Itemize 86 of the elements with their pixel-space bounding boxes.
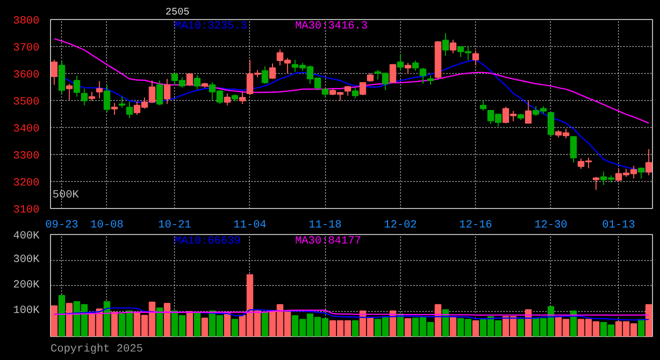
y-tick-label: 400K xyxy=(13,230,40,242)
bar xyxy=(525,309,532,336)
bar xyxy=(201,318,208,336)
bar xyxy=(638,318,645,336)
candlestick xyxy=(450,39,456,54)
bar xyxy=(472,320,479,336)
candlestick xyxy=(645,148,652,176)
candlestick xyxy=(186,72,194,86)
bar xyxy=(645,304,652,336)
y-tick-label: 300K xyxy=(13,254,40,266)
candlestick xyxy=(96,80,103,99)
candlestick xyxy=(50,59,58,86)
bar xyxy=(517,318,524,336)
candlestick xyxy=(81,88,88,106)
bar xyxy=(262,312,268,336)
candlestick xyxy=(66,83,73,100)
candlestick xyxy=(412,60,419,72)
bar xyxy=(186,311,194,336)
candlestick xyxy=(156,80,163,106)
bar xyxy=(50,305,58,336)
candlestick xyxy=(269,63,276,80)
annotation: 500K xyxy=(52,189,80,202)
bar xyxy=(434,304,442,336)
candlestick xyxy=(118,96,126,108)
candlestick xyxy=(427,75,434,86)
y-tick-label: 3800 xyxy=(13,16,40,28)
text: MA10:66639 xyxy=(174,236,241,248)
text: Copyright 2025 xyxy=(50,344,143,356)
x-tick-label: 12-16 xyxy=(459,220,492,232)
candlestick xyxy=(359,82,366,96)
text: MA10:3235.3 xyxy=(174,20,248,32)
candlestick xyxy=(525,100,532,124)
candlestick xyxy=(224,92,231,106)
candlestick xyxy=(570,136,577,164)
bar xyxy=(66,302,73,336)
bar xyxy=(352,320,359,336)
bar xyxy=(156,307,163,336)
line-series xyxy=(54,307,650,321)
bar xyxy=(194,312,201,336)
candlestick xyxy=(442,32,449,56)
y-tick-label: 3400 xyxy=(13,124,40,136)
candlestick xyxy=(111,102,118,116)
candlestick xyxy=(194,74,201,90)
x-tick-label: 10-08 xyxy=(90,220,124,232)
x-tick-label: 11-18 xyxy=(308,220,342,232)
bar xyxy=(104,301,110,336)
candlestick xyxy=(164,78,170,105)
y-tick-label: 200K xyxy=(13,280,40,292)
candlestick xyxy=(472,50,479,66)
y-tick-label: 3300 xyxy=(13,150,40,162)
line-series xyxy=(54,38,650,124)
x-tick-label: 11-04 xyxy=(233,220,267,232)
bar xyxy=(404,318,412,336)
candlestick xyxy=(480,100,487,111)
candlestick xyxy=(262,66,268,84)
y-tick-label: 3700 xyxy=(13,42,40,54)
x-tick-label: 12-30 xyxy=(534,220,568,232)
candlestick xyxy=(390,64,396,84)
y-tick-label: 3500 xyxy=(13,96,40,108)
candlestick xyxy=(420,67,426,84)
y-tick-label: 3100 xyxy=(13,204,40,216)
candlestick xyxy=(404,62,412,75)
x-tick-label: 10-21 xyxy=(158,220,192,232)
x-tick-label: 09-23 xyxy=(45,220,78,232)
text: MA30:84177 xyxy=(295,236,362,248)
bar xyxy=(450,316,456,336)
y-tick-label: 3200 xyxy=(13,178,40,190)
candlestick xyxy=(548,111,554,138)
candlestick xyxy=(352,87,359,99)
candlestick xyxy=(74,75,80,98)
chart-title: 2505 xyxy=(166,8,190,18)
x-tick-label: 01-13 xyxy=(602,220,636,232)
y-tick-label: 100K xyxy=(13,305,40,317)
y-tick-label: 3600 xyxy=(13,70,40,82)
bar xyxy=(232,318,238,336)
candlestick xyxy=(638,166,645,180)
candlestick xyxy=(397,53,404,72)
bar xyxy=(164,302,170,336)
text: MA30:3416.3 xyxy=(295,20,368,32)
bar xyxy=(111,312,118,336)
candlestick xyxy=(104,84,110,114)
x-tick-label: 12-02 xyxy=(384,220,417,232)
candlestick xyxy=(239,91,246,105)
candlestick xyxy=(592,176,600,190)
bar xyxy=(58,294,66,336)
candlestick xyxy=(126,100,133,119)
